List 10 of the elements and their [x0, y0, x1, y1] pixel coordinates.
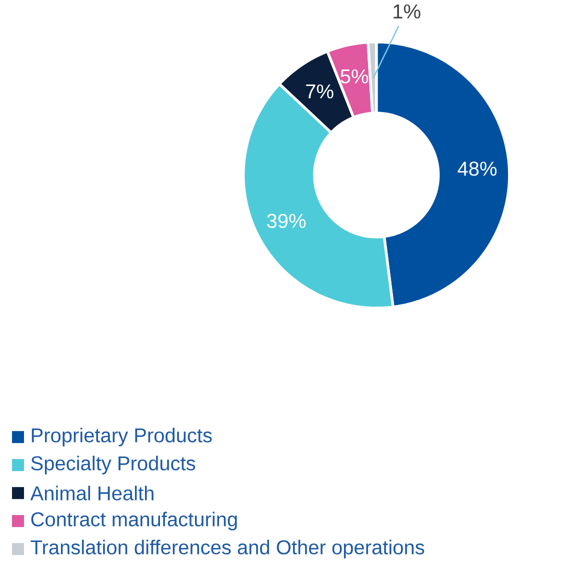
- data-label: 39%: [267, 214, 306, 228]
- data-label: 5%: [340, 69, 368, 84]
- legend-label: Translation differences and Other operations: [30, 540, 424, 558]
- legend-label: Contract manufacturing: [31, 512, 237, 530]
- data-label: 7%: [306, 84, 334, 98]
- data-label: 1%: [394, 4, 420, 18]
- legend-label: Proprietary Products: [32, 428, 212, 446]
- data-label: 48%: [458, 162, 497, 176]
- legend-label: Specialty Products: [31, 456, 196, 474]
- legend-label: Animal Health: [30, 486, 154, 500]
